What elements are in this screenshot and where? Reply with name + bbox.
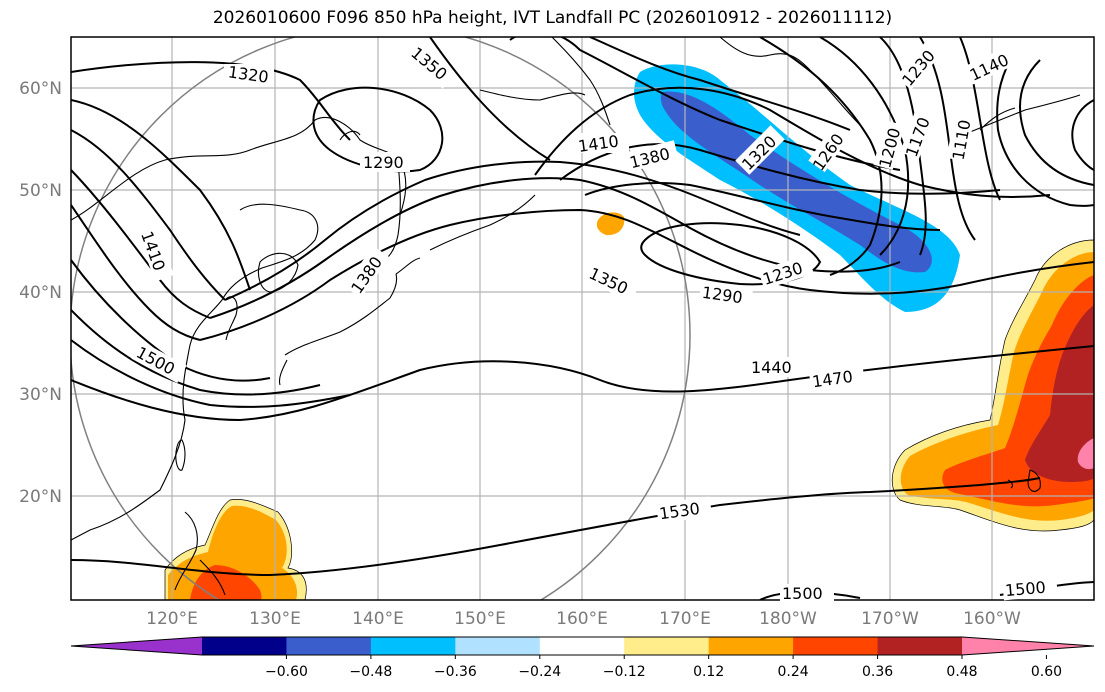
lon-label: 150°E (454, 609, 506, 629)
small-positive-blob (596, 212, 625, 236)
colorbar-tick-label: 0.12 (693, 664, 724, 680)
lon-label: 160°E (556, 609, 608, 629)
lat-label: 40°N (19, 283, 62, 303)
lon-label: 120°E (146, 609, 198, 629)
lat-label: 30°N (19, 385, 62, 405)
colorbar-tick-label: 0.36 (862, 664, 893, 680)
contour-label: 1500 (1004, 578, 1046, 600)
colorbar-ticks: −0.60 −0.48 −0.36 −0.24 −0.12 0.12 0.24 0.36 0.4… (265, 655, 1062, 680)
colorbar: −0.60 −0.48 −0.36 −0.24 −0.12 0.12 0.24 0.36 0.4… (70, 636, 1095, 680)
colorbar-tick-label: −0.24 (518, 664, 561, 680)
lat-label: 20°N (19, 487, 62, 507)
contour-label: 1500 (782, 584, 823, 603)
colorbar-tick-label: −0.36 (434, 664, 477, 680)
lat-label: 50°N (19, 181, 62, 201)
colorbar-segment (877, 637, 963, 655)
lat-axis-labels: 60°N 50°N 40°N 30°N 20°N (19, 79, 62, 507)
contour-label: 1290 (363, 153, 404, 172)
colorbar-segment (286, 637, 372, 655)
colorbar-segment (455, 637, 541, 655)
colorbar-tick-label: −0.48 (349, 664, 392, 680)
colorbar-segment (624, 637, 710, 655)
map-frame (70, 36, 1095, 601)
colorbar-extend-high (962, 637, 1094, 655)
colorbar-outline (70, 636, 1095, 656)
shading-layer (164, 64, 1094, 600)
colorbar-segment (708, 637, 794, 655)
lon-label: 130°E (249, 609, 301, 629)
lon-label: 180°W (759, 609, 817, 629)
lon-axis-labels: 120°E 130°E 140°E 150°E 160°E 170°E 180°… (146, 609, 1021, 629)
colorbar-tick-label: 0.48 (946, 664, 977, 680)
colorbar-tick-label: −0.12 (603, 664, 646, 680)
colorbar-segment (370, 637, 456, 655)
colorbar-segments (71, 637, 1094, 655)
lon-label: 140°E (352, 609, 404, 629)
negative-shading-core (660, 91, 932, 273)
lat-label: 60°N (19, 79, 62, 99)
east-pacific-positive-pink (1077, 438, 1094, 470)
philippines-positive-core (190, 565, 262, 600)
colorbar-tick-label: 0.24 (778, 664, 809, 680)
landfall-radius-circle (71, 37, 691, 600)
colorbar-segment (793, 637, 879, 655)
colorbar-extend-low (71, 637, 202, 655)
contour-label: 1440 (751, 358, 792, 377)
colorbar-tick-label: 0.60 (1031, 664, 1062, 680)
lon-label: 160°W (963, 609, 1021, 629)
colorbar-tick-label: −0.60 (265, 664, 308, 680)
map-title: 2026010600 F096 850 hPa height, IVT Land… (212, 8, 893, 28)
lon-label: 170°W (861, 609, 919, 629)
colorbar-segment (539, 637, 625, 655)
lon-label: 170°E (659, 609, 711, 629)
colorbar-segment (202, 637, 287, 655)
